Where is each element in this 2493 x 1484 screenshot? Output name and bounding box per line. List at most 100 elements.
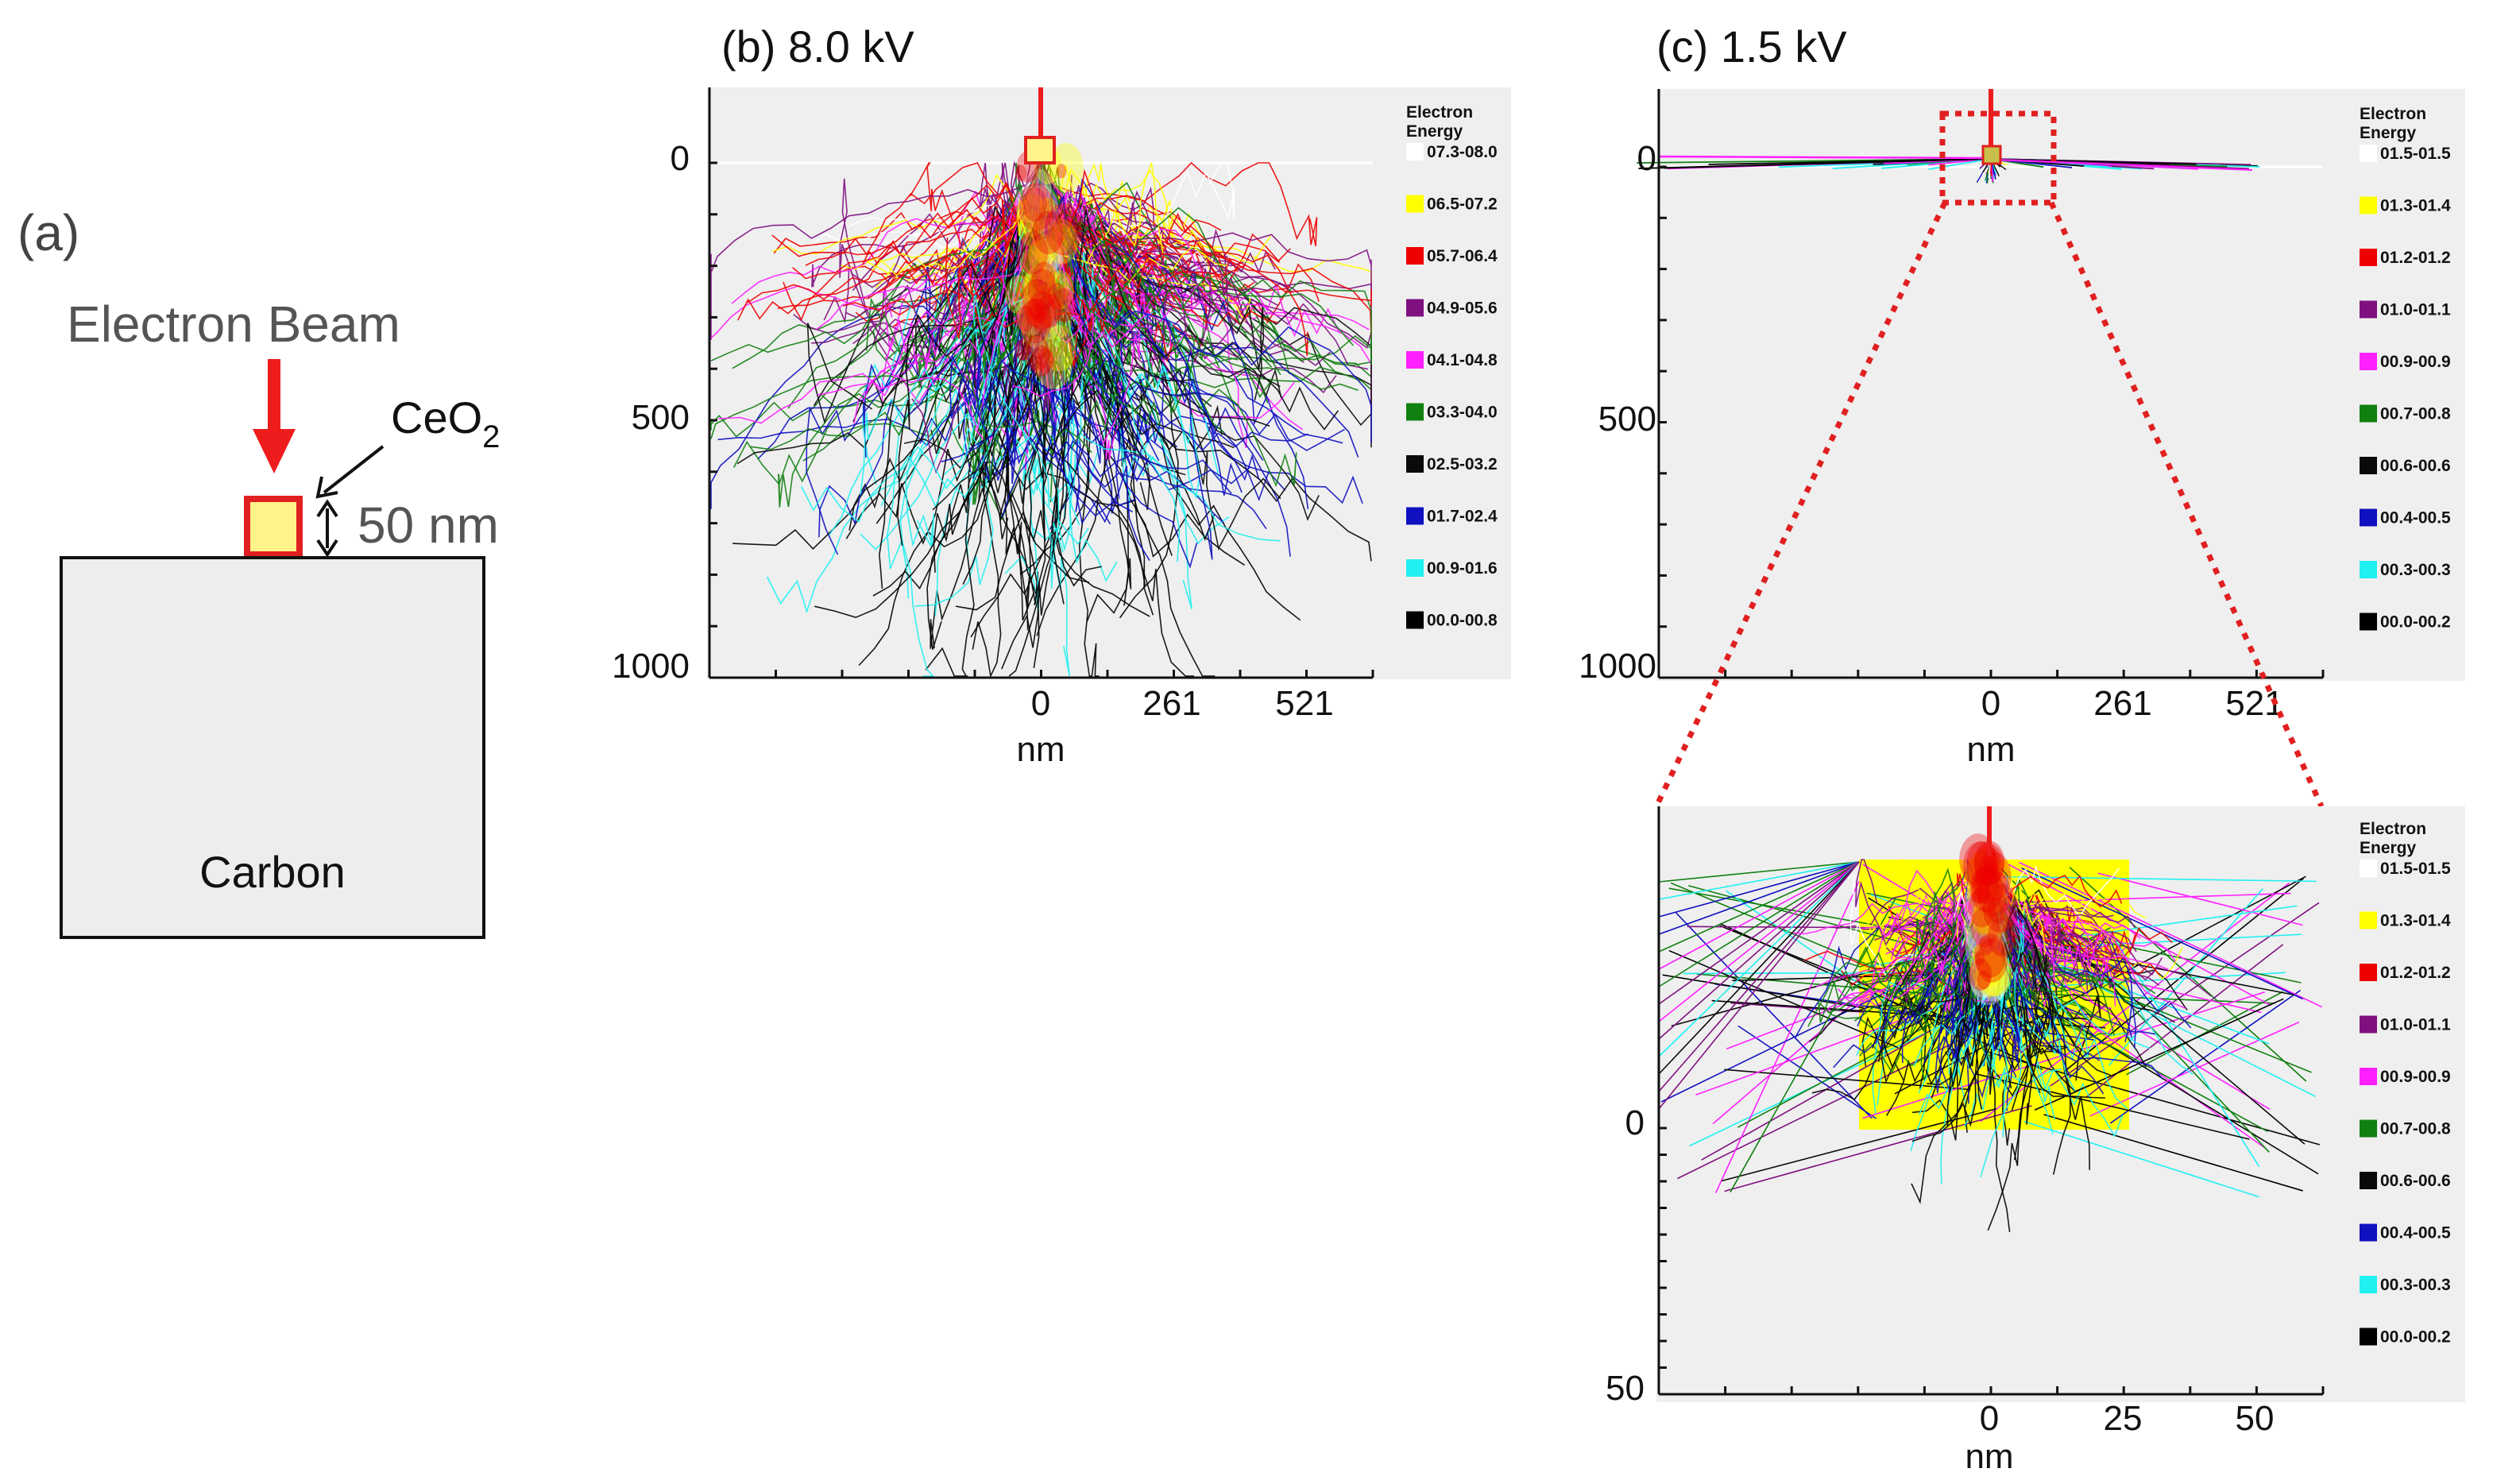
electron-trajectory [1730,898,1896,1192]
panel_c-legend-label: 01.3-01.4 [2380,197,2451,215]
panel-b-xtick-521: 521 [1275,684,1333,723]
energy-core [1016,194,1047,237]
panel_c_zoom-legend-swatch [2360,1327,2377,1346]
panel_b-legend-label: 03.3-04.0 [1427,404,1498,422]
energy-core [1971,850,1989,875]
energy-core [1979,951,2012,997]
energy-core [1020,247,1046,284]
panel_c-legend-swatch [2360,300,2377,319]
electron-trajectory [1662,974,1864,1009]
electron-trajectory [1917,860,1994,1001]
energy-core [1963,904,1999,954]
zoom-x-unit: nm [1965,1437,2013,1476]
electron-trajectory [1917,860,1990,982]
energy-core [1050,222,1073,254]
size-label: 50 nm [358,497,499,554]
electron-trajectory [1658,861,1860,1005]
electron-trajectory [1712,964,1899,1125]
panel_c-legend-swatch [2360,196,2377,214]
energy-core [1022,265,1053,308]
panel-b-x-minor-ticks [708,670,1374,678]
energy-core [1988,888,1999,904]
electron-trajectory [1039,164,1293,307]
panel_c_zoom-legend-label: 00.7-00.8 [2380,1120,2451,1138]
energy-core [1026,285,1057,328]
panel-b-xtick-0: 0 [1031,684,1050,723]
panel-c-title: (c) 1.5 kV [1656,21,1847,71]
energy-core [1048,142,1084,193]
energy-core [1987,926,2002,946]
electron-trajectory [1987,860,2035,989]
electron-trajectory [980,164,1042,389]
energy-core [1041,267,1057,289]
panel_c_zoom-legend-label: 00.4-00.5 [2380,1224,2451,1242]
zoom-region-box [1939,110,2057,206]
particle-label: CeO2 [391,392,500,454]
energy-core [1022,280,1051,321]
electron-trajectory [771,162,1042,257]
electron-trajectory [1988,860,2123,908]
panel-b-y-minor-ticks [709,161,717,679]
energy-core [1970,875,1991,904]
energy-core [1969,941,2004,989]
panel-c-trajectories [1637,155,2260,184]
panel_b-legend-swatch [1406,559,1424,577]
electron-trajectory [1658,861,1860,1040]
panel_c-legend-label: 00.6-00.6 [2380,457,2451,475]
panel_b-legend-label: 04.1-04.8 [1427,351,1498,369]
energy-core [1018,183,1053,232]
panel_c_zoom-legend-label: 01.2-01.2 [2380,964,2451,982]
electron-trajectory [932,164,1053,511]
energy-core [1044,198,1056,213]
panel_b-legend-label: 01.7-02.4 [1427,508,1498,526]
energy-core [1973,841,2005,884]
panel-b-trajectories [710,142,1372,678]
electron-trajectory [984,164,1173,556]
energy-core [1025,185,1059,232]
panel_c_zoom-legend-label: 00.3-00.3 [2380,1276,2451,1294]
electron-trajectory [1988,860,2164,1080]
electron-trajectory [1038,164,1264,461]
electron-trajectory [1988,860,2054,1161]
panel_c-legend-swatch [2360,508,2377,527]
energy-core [1969,955,2000,999]
panel_c-legend-label: 00.9-00.9 [2380,353,2451,371]
energy-core [1988,898,2007,924]
panel_b-legend-swatch [1406,195,1424,213]
energy-core [1028,269,1057,310]
electron-trajectory [1658,861,1860,970]
energy-core [1041,263,1055,283]
electron-trajectory [1719,922,2043,1070]
electron-trajectory [1965,875,2317,883]
electron-trajectory [1658,861,1860,883]
panel_c_zoom-legend-swatch [2360,1119,2377,1138]
electron-trajectory [960,164,1043,481]
panel_b-legend-swatch [1406,403,1424,421]
energy-core [1976,852,2012,902]
electron-trajectory [1827,860,1992,1021]
energy-core [1976,935,2008,979]
electron-trajectory [2097,872,2303,926]
electron-trajectory [1040,164,1225,434]
energy-core [1045,203,1083,256]
electron-trajectory [1986,860,2054,1135]
energy-core [1972,866,2000,904]
energy-core [1976,882,1990,902]
substrate-label: Carbon [199,847,346,897]
energy-core [1046,272,1069,304]
electron-trajectory [1039,164,1168,345]
electron-trajectory [1977,1073,2250,1140]
energy-core [1032,305,1046,323]
electron-trajectory [1946,860,1990,1127]
electron-trajectory [2089,1021,2300,1117]
energy-core [1015,164,1027,182]
electron-trajectory [1988,860,2111,1076]
electron-trajectory [1990,159,2253,171]
electron-trajectory [1039,164,1260,481]
panel_c-legend-label: 01.2-01.2 [2380,249,2451,267]
energy-core [1020,307,1049,348]
panel_c-legend-label: 01.5-01.5 [2380,145,2451,163]
panel_c-legend-swatch [2360,457,2377,474]
